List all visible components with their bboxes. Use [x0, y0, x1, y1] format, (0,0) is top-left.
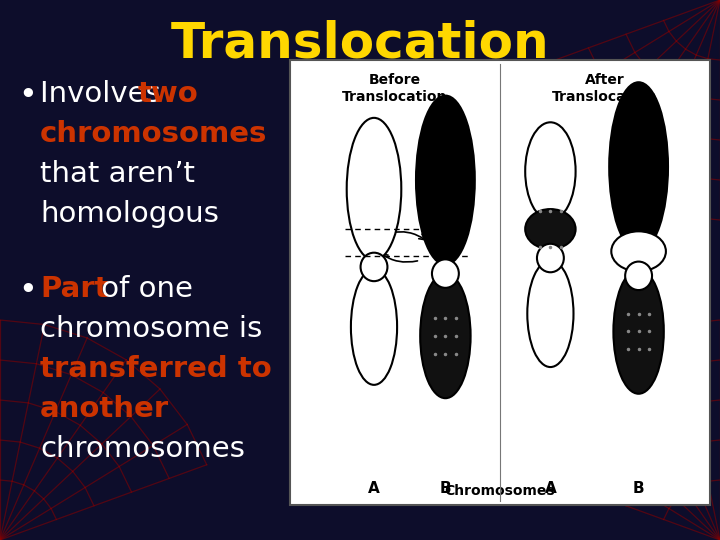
Text: Part: Part	[40, 275, 109, 303]
Text: another: another	[40, 395, 169, 423]
Text: of one: of one	[92, 275, 193, 303]
Ellipse shape	[611, 231, 666, 272]
Text: chromosomes: chromosomes	[40, 120, 267, 148]
Ellipse shape	[527, 260, 574, 367]
Text: •: •	[18, 275, 37, 306]
Text: •: •	[18, 80, 37, 111]
Bar	[290, 60, 710, 505]
Text: B: B	[633, 481, 644, 496]
Circle shape	[625, 261, 652, 290]
Ellipse shape	[420, 274, 471, 398]
Text: B: B	[440, 481, 451, 496]
Ellipse shape	[525, 209, 575, 249]
Text: After
Translocation: After Translocation	[552, 73, 657, 104]
Circle shape	[361, 253, 387, 281]
Text: Involves: Involves	[40, 80, 170, 108]
Ellipse shape	[525, 122, 575, 220]
Ellipse shape	[351, 269, 397, 385]
Circle shape	[432, 259, 459, 288]
Text: two: two	[138, 80, 199, 108]
Text: Chromosomes: Chromosomes	[445, 484, 555, 498]
Text: A: A	[368, 481, 380, 496]
Text: transferred to: transferred to	[40, 355, 271, 383]
Text: homologous: homologous	[40, 200, 219, 228]
Ellipse shape	[609, 82, 668, 251]
Ellipse shape	[613, 269, 664, 394]
Text: chromosome is: chromosome is	[40, 315, 262, 343]
Ellipse shape	[347, 118, 401, 260]
Text: A: A	[544, 481, 557, 496]
Circle shape	[537, 244, 564, 272]
Text: Translocation: Translocation	[171, 20, 549, 68]
Text: Before
Translocation: Before Translocation	[342, 73, 448, 104]
Text: that aren’t: that aren’t	[40, 160, 195, 188]
Ellipse shape	[416, 96, 474, 265]
Text: chromosomes: chromosomes	[40, 435, 245, 463]
